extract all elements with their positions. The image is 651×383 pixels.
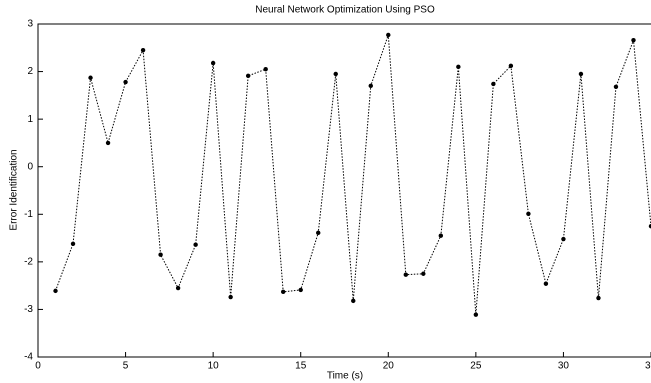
marker <box>578 71 584 77</box>
marker <box>158 252 163 257</box>
marker <box>631 37 636 43</box>
marker <box>613 84 619 89</box>
x-axis-label: Time (s) <box>327 371 363 382</box>
marker <box>438 233 444 238</box>
marker <box>105 140 111 146</box>
y-tick-label: 0 <box>27 161 33 172</box>
x-tick-label: 0 <box>35 361 41 372</box>
x-tick-label: 5 <box>123 361 129 372</box>
y-tick-label: -4 <box>24 352 33 363</box>
marker <box>53 288 58 294</box>
x-tick-label: 25 <box>470 361 482 372</box>
marker <box>263 66 268 72</box>
y-tick-label: -3 <box>24 304 33 315</box>
y-tick-label: 1 <box>27 114 33 125</box>
marker <box>333 71 338 77</box>
x-tick-label: 10 <box>208 361 220 372</box>
chart-title: Neural Network Optimization Using PSO <box>255 5 435 16</box>
marker <box>543 281 549 286</box>
y-tick-label: -1 <box>24 209 33 220</box>
marker <box>193 242 198 247</box>
marker <box>561 236 566 242</box>
marker <box>648 223 651 229</box>
marker <box>351 298 356 304</box>
marker <box>386 32 391 38</box>
y-tick-label: 3 <box>27 19 33 30</box>
marker <box>281 289 286 295</box>
x-tick-label: 3 <box>645 361 651 372</box>
marker <box>210 60 216 66</box>
marker <box>473 312 479 317</box>
marker <box>526 211 531 217</box>
marker <box>245 73 251 79</box>
marker <box>228 294 233 300</box>
line <box>55 34 651 315</box>
x-tick-label: 15 <box>295 361 307 372</box>
y-axis-label: Error Identification <box>9 149 20 230</box>
marker <box>123 79 128 85</box>
marker <box>70 241 76 246</box>
marker <box>491 81 496 87</box>
x-tick-label: 30 <box>558 361 570 372</box>
marker <box>298 287 303 293</box>
plot-frame <box>37 23 651 358</box>
x-tick-label: 20 <box>383 361 395 372</box>
y-tick-label: -2 <box>24 256 33 267</box>
marker <box>316 230 321 236</box>
marker <box>456 64 461 70</box>
marker <box>88 75 93 80</box>
marker <box>403 272 408 277</box>
marker <box>421 271 426 276</box>
y-tick-label: 2 <box>27 66 33 77</box>
marker <box>368 83 373 89</box>
marker <box>596 295 601 301</box>
marker <box>508 63 514 69</box>
marker <box>175 285 181 291</box>
marker <box>140 47 146 53</box>
